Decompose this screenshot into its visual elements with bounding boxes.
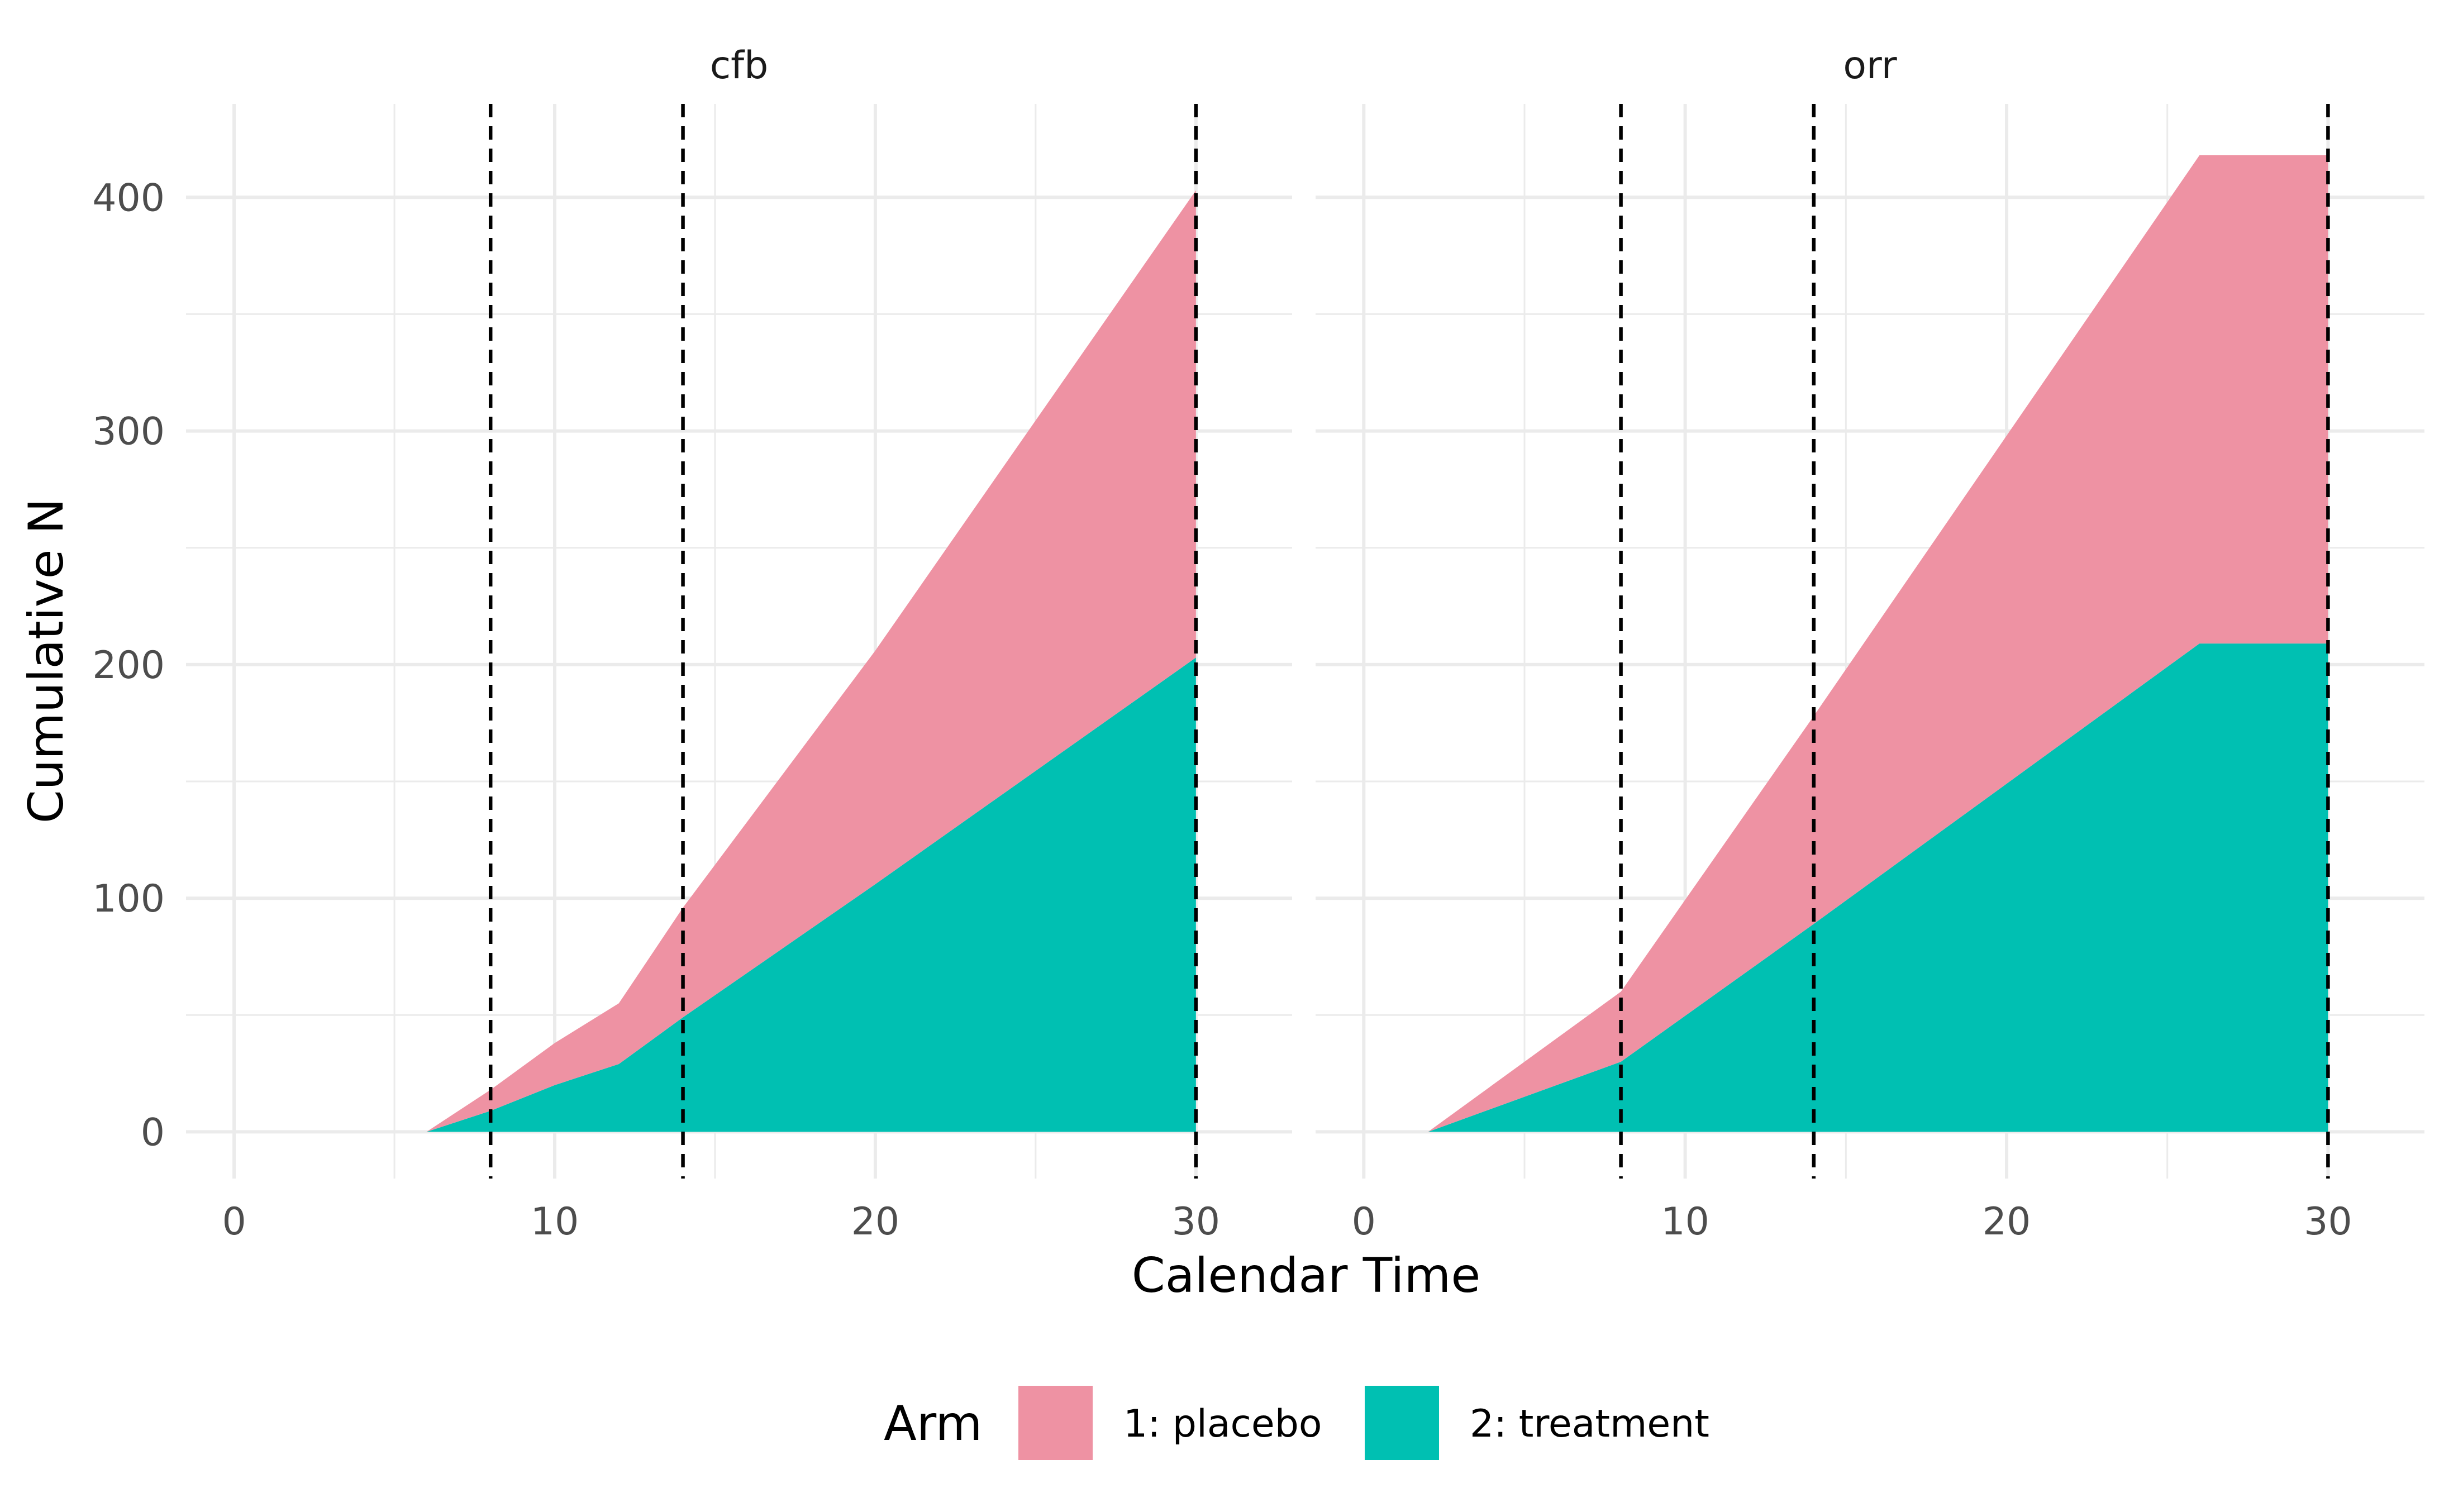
legend-key — [1365, 1386, 1439, 1460]
area-placebo — [1428, 155, 2328, 1132]
y-tick-label: 400 — [92, 176, 165, 220]
x-tick-label: 30 — [2304, 1200, 2352, 1244]
x-tick-label: 0 — [1352, 1200, 1376, 1244]
y-tick-label: 200 — [92, 643, 165, 688]
strip-label: cfb — [710, 44, 769, 88]
x-tick-label: 20 — [1983, 1200, 2031, 1244]
x-tick-label: 30 — [1172, 1200, 1221, 1244]
y-axis-title: Cumulative N — [18, 498, 74, 824]
x-tick-label: 10 — [531, 1200, 579, 1244]
x-axis-title: Calendar Time — [1132, 1248, 1481, 1304]
x-tick-label: 10 — [1661, 1200, 1709, 1244]
y-tick-label: 100 — [92, 877, 165, 921]
panel-orr: orr 0 10 20 30 — [1316, 44, 2424, 1244]
legend-title: Arm — [884, 1396, 982, 1452]
y-tick-label: 300 — [92, 410, 165, 454]
strip-label: orr — [1843, 44, 1897, 88]
y-tick-label: 0 — [141, 1110, 165, 1155]
legend-label: 1: placebo — [1123, 1402, 1322, 1446]
legend: Arm 1: placebo 2: treatment — [884, 1386, 1709, 1460]
x-tick-label: 20 — [851, 1200, 900, 1244]
area-placebo — [426, 190, 1196, 1132]
legend-label: 2: treatment — [1470, 1402, 1709, 1446]
area-treatment — [1428, 643, 2328, 1132]
legend-key — [1018, 1386, 1093, 1460]
area-treatment — [426, 657, 1196, 1132]
x-tick-label: 0 — [222, 1200, 246, 1244]
